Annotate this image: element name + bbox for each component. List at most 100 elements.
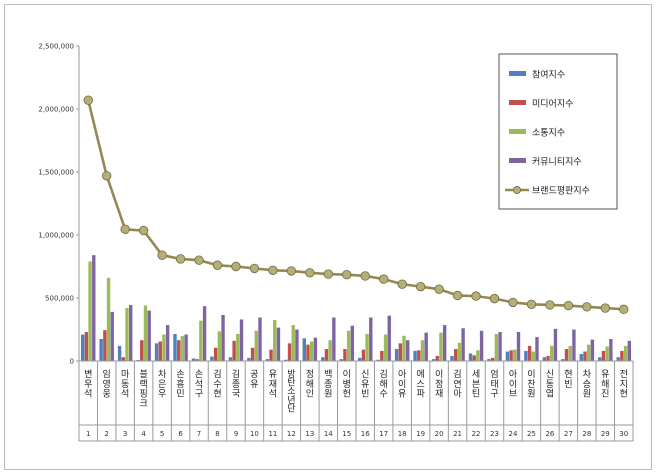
bar [531, 351, 535, 361]
legend-swatch [509, 100, 526, 105]
bar [590, 339, 595, 361]
reputation-point [526, 299, 537, 310]
bar [424, 332, 428, 361]
bar [180, 335, 185, 361]
bar [498, 332, 502, 361]
reputation-point [323, 269, 334, 279]
reputation-point [231, 261, 241, 272]
reputation-point [489, 293, 500, 304]
bar [439, 332, 443, 361]
bar [561, 359, 565, 361]
reputation-point [397, 279, 407, 289]
reputation-point [360, 271, 370, 281]
bar [88, 261, 92, 361]
legend-label: 커뮤니티지수 [532, 157, 582, 168]
bar [158, 341, 162, 361]
reputation-point [194, 255, 204, 265]
rank-label: 20 [435, 430, 444, 438]
bar [254, 330, 258, 361]
bar [295, 329, 299, 361]
bar [454, 349, 458, 361]
bar [309, 341, 314, 361]
bar [284, 359, 288, 361]
reputation-point [452, 290, 463, 301]
bar [129, 304, 133, 361]
bar [306, 344, 310, 361]
bar [110, 311, 114, 361]
rank-label: 17 [379, 430, 388, 438]
bar [228, 357, 233, 361]
bar [346, 330, 351, 361]
bar [84, 332, 89, 361]
bar [217, 331, 222, 361]
bar [490, 357, 495, 361]
bar [450, 355, 454, 361]
bar [165, 325, 170, 361]
bar [586, 344, 591, 361]
reputation-point [249, 263, 260, 274]
bar [140, 340, 144, 361]
bar [121, 357, 126, 361]
bar [350, 325, 355, 361]
bar [265, 359, 270, 361]
legend-label: 소통지수 [532, 128, 565, 139]
reputation-point [600, 303, 611, 313]
reputation-point [545, 300, 555, 310]
rank-label: 11 [268, 430, 277, 438]
reputation-point [101, 171, 112, 181]
reputation-point [120, 224, 130, 235]
bar [620, 350, 624, 361]
bar [247, 357, 251, 361]
bar [221, 315, 225, 361]
reputation-point [138, 225, 149, 236]
reputation-point [434, 284, 444, 294]
rank-label: 7 [197, 430, 201, 438]
rank-label: 22 [472, 430, 481, 438]
bar [550, 345, 554, 361]
bar [472, 355, 476, 361]
reputation-point [508, 297, 518, 308]
rank-label: 8 [215, 430, 219, 438]
bar [616, 357, 620, 361]
bar [80, 334, 85, 361]
legend-swatch [509, 158, 526, 163]
bar [402, 335, 406, 361]
bar [380, 350, 384, 361]
bar [332, 317, 336, 361]
rank-label: 19 [416, 430, 425, 438]
y-tick-label: 1,000,000 [38, 232, 74, 240]
bar [509, 350, 513, 361]
rank-label: 1 [86, 430, 90, 438]
bar [598, 357, 602, 361]
rank-label: 27 [564, 430, 573, 438]
reputation-point [415, 281, 426, 292]
bar [173, 333, 177, 361]
bar [572, 329, 576, 361]
bar [442, 325, 447, 361]
bar [546, 355, 550, 361]
legend-marker [512, 185, 521, 194]
y-tick-label: 0 [70, 358, 74, 366]
bar [357, 357, 362, 361]
bar [287, 343, 292, 361]
bar [343, 349, 347, 361]
bar [387, 315, 391, 361]
